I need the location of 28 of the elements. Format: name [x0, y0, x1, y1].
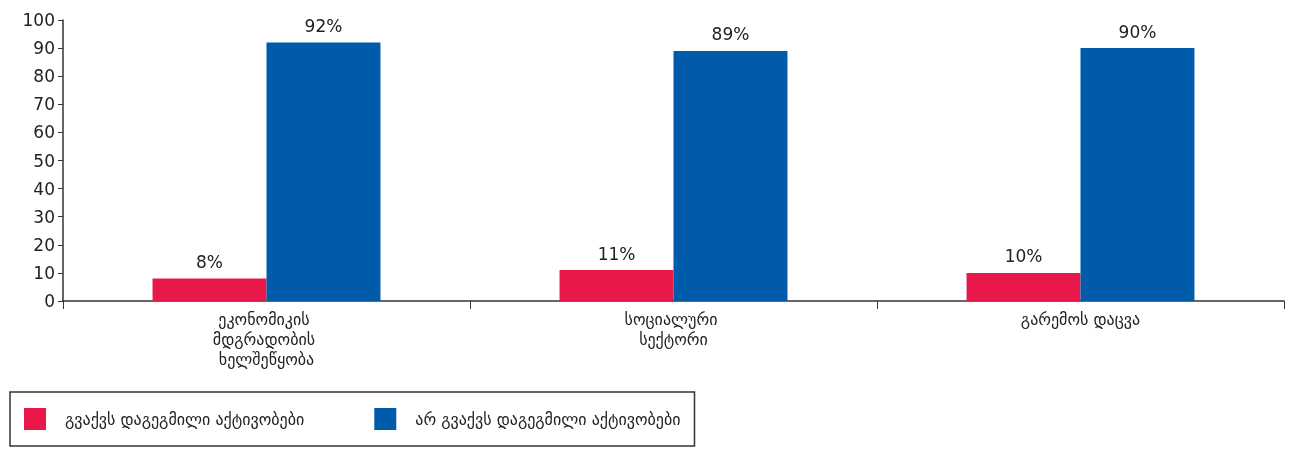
data-label: 10% [1004, 246, 1043, 267]
legend-label: გვაქვს დაგეგმილი აქტივობები [65, 409, 305, 429]
bar [1080, 48, 1195, 301]
y-tick-label: 100 [22, 10, 55, 30]
y-tick-label: 70 [33, 94, 55, 115]
legend-label: არ გვაქვს დაგეგმილი აქტივობები [415, 409, 681, 429]
y-tick-label: 50 [33, 150, 55, 171]
data-label: 89% [711, 24, 750, 45]
y-tick-label: 80 [33, 66, 55, 87]
bar [673, 50, 788, 301]
bar [152, 278, 267, 301]
data-label: 8% [196, 252, 224, 273]
bar [266, 42, 381, 301]
y-tick-label: 10 [33, 262, 55, 283]
y-tick-label: 30 [33, 206, 55, 227]
x-tick-label: სოციალური სექტორი [624, 309, 723, 349]
y-tick-label: 20 [33, 234, 55, 255]
data-label: 90% [1118, 21, 1157, 42]
bar [966, 272, 1081, 301]
y-tick-label: 0 [44, 291, 55, 311]
y-tick-label: 60 [33, 122, 55, 143]
data-label: 92% [304, 15, 343, 36]
bar [559, 270, 674, 301]
y-tick-label: 90 [33, 38, 55, 59]
x-tick-label: გარემოს დაცვა [1020, 309, 1141, 329]
x-tick-label: ეკონომიკის მდგრადობის ხელშეწყობა [212, 309, 321, 369]
data-label: 11% [597, 243, 636, 264]
y-tick-label: 40 [33, 178, 55, 199]
